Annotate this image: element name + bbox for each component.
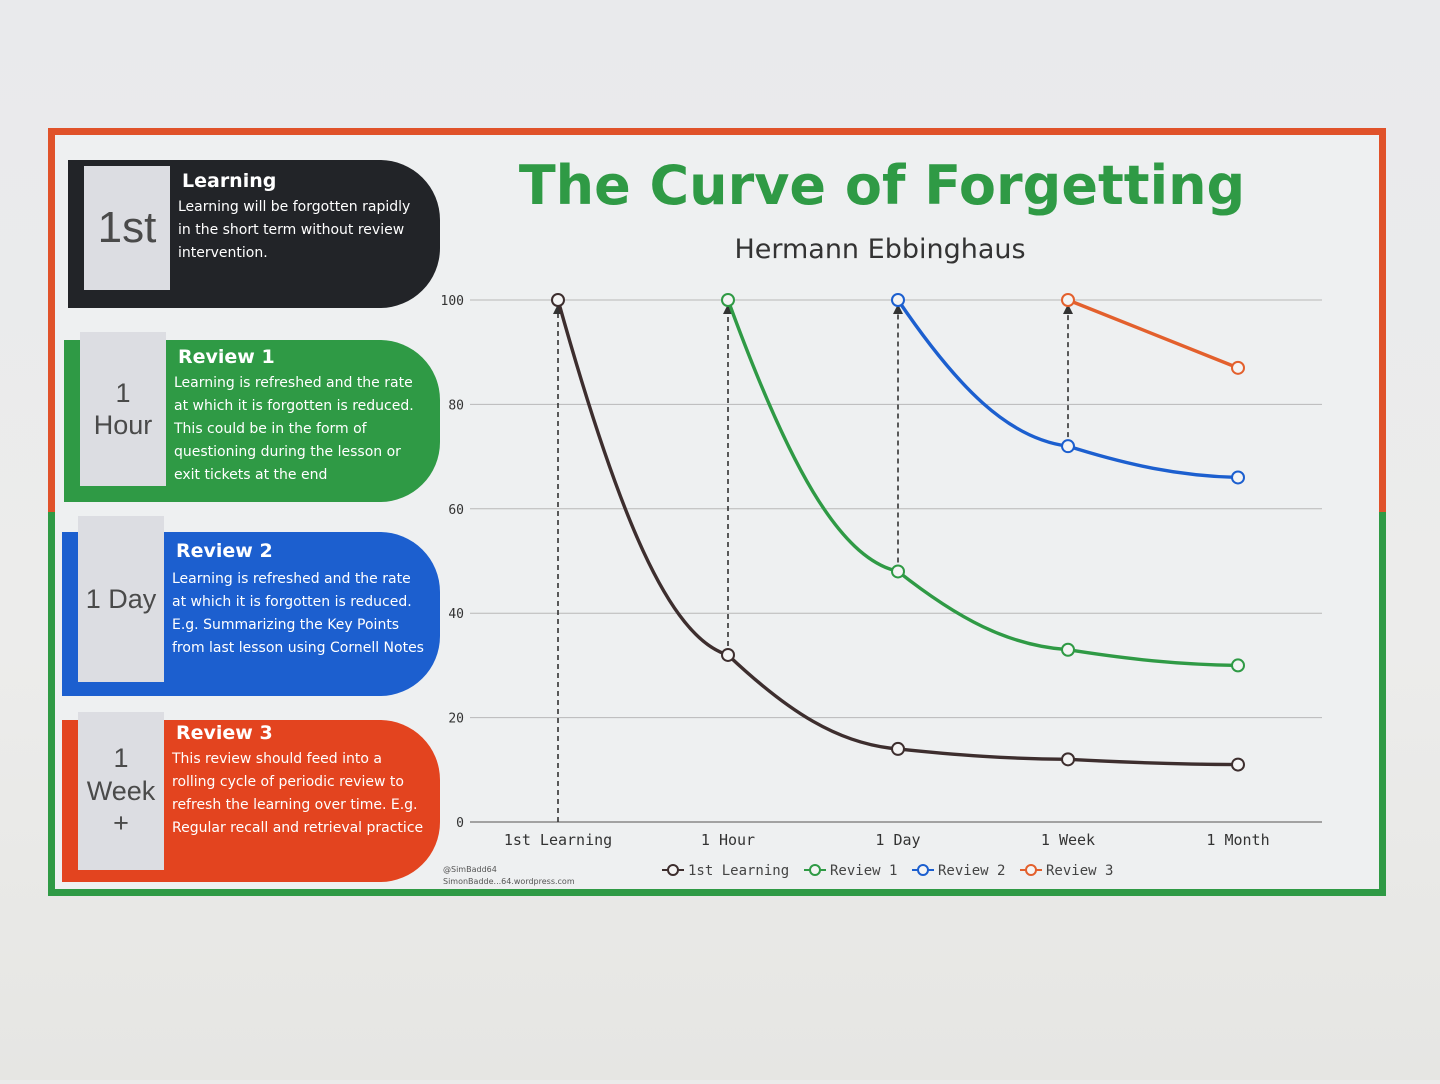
series-2-point-2 [1231,470,1245,485]
series-2-point-0 [891,293,905,307]
series-3-point-0 [1061,293,1075,307]
chart-legend: 1st Learning Review 1 Review 2 Review 3 [662,863,1113,879]
x-axis-ticks: 1st Learning 1 Hour 1 Day 1 Week 1 Month [504,831,1270,849]
x-tick-label-4: 1 Month [1206,831,1269,849]
card-learning-title: Learning [182,170,277,192]
y-tick-label-60: 60 [448,503,464,518]
series-line-0 [556,299,1239,767]
y-tick-label-100: 100 [441,294,464,309]
y-tick-label-80: 80 [448,398,464,413]
series-1-point-2 [1061,642,1075,657]
credit-line-2: SimonBadde...64.wordpress.com [443,877,575,886]
series-0-point-0 [551,293,565,307]
card-review-2-title: Review 2 [176,540,273,562]
legend-label-2: Review 2 [938,863,1005,879]
card-review-3: 1 Week + Review 3 This review should fee… [62,712,440,882]
y-axis-ticks: 0 20 40 60 80 100 [441,294,464,831]
card-review-1-side-label: 1 Hour [80,332,166,486]
review-arrow-head-3 [1063,304,1073,314]
review-arrow-head-2 [893,304,903,314]
series-1-point-1 [891,564,905,579]
x-tick-label-0: 1st Learning [504,831,612,849]
y-tick-label-20: 20 [448,712,464,727]
chart-subtitle: Hermann Ebbinghaus [734,234,1025,265]
series-0-point-3 [1061,752,1075,767]
legend-label-1: Review 1 [830,863,897,879]
x-tick-label-1: 1 Hour [701,831,755,849]
y-tick-label-0: 0 [456,816,464,831]
legend-marker-0 [667,864,679,876]
legend-marker-1 [809,864,821,876]
legend-marker-2 [917,864,929,876]
card-review-3-text: This review should feed into a rolling c… [172,751,424,836]
card-review-2-text: Learning is refreshed and the rate at wh… [172,571,424,656]
review-arrows [553,304,1073,822]
series-line-3 [1067,298,1239,370]
card-review-2-side-label: 1 Day [78,516,164,682]
series-0-point-1 [721,647,735,662]
legend-label-0: 1st Learning [688,863,789,879]
card-review-1-text: Learning is refreshed and the rate at wh… [174,375,414,483]
series-0-point-4 [1231,757,1245,772]
legend-marker-3 [1025,864,1037,876]
card-learning-side-label: 1st [84,166,170,290]
series-1-point-0 [721,293,735,307]
card-learning: 1st Learning Learning will be forgotten … [68,160,440,308]
y-tick-label-40: 40 [448,607,464,622]
series-lines [551,293,1245,772]
series-3-point-1 [1231,360,1245,375]
x-tick-label-3: 1 Week [1041,831,1095,849]
series-line-1 [726,299,1239,668]
credit-line-1: @SimBadd64 [443,865,497,874]
card-review-1: 1 Hour Review 1 Learning is refreshed an… [64,332,440,502]
series-0-point-2 [891,741,905,756]
x-tick-label-2: 1 Day [875,831,920,849]
card-review-2: 1 Day Review 2 Learning is refreshed and… [62,516,440,696]
chart-title: The Curve of Forgetting [519,154,1245,217]
card-review-3-side-label: 1 Week + [78,712,164,870]
legend-label-3: Review 3 [1046,863,1113,879]
series-2-point-1 [1061,439,1075,454]
card-review-1-title: Review 1 [178,346,275,368]
card-learning-text: Learning will be forgotten rapidly in th… [178,199,411,261]
card-review-3-title: Review 3 [176,722,273,744]
series-1-point-3 [1231,658,1245,673]
